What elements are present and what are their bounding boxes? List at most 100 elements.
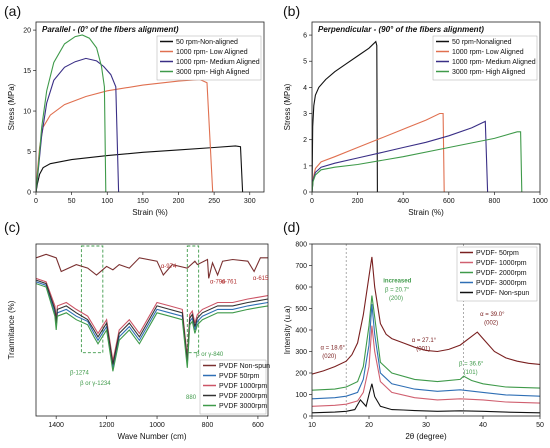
x-axis-label: Strain (%): [408, 208, 444, 217]
y-tick-label: 2: [303, 137, 307, 144]
x-tick-label: 0: [310, 198, 314, 205]
series-line-1: [36, 253, 268, 279]
legend-entry-2: PVDF- 1000rpm: [476, 260, 527, 267]
series-line-3: [312, 295, 540, 391]
legend-entry-3: 1000 rpm- Medium Aligned: [176, 59, 260, 66]
panel-c: (c) 1400 1200 1000 800 600 Wave Number (cm) Tra…: [4, 219, 270, 441]
x-tick-label: 10: [308, 422, 316, 429]
series-line-3: [312, 120, 489, 192]
annotation-4: α-615: [253, 276, 269, 282]
series-line-3: [36, 57, 120, 192]
y-tick-label: 5: [303, 59, 307, 66]
x-tick-label: 250: [208, 198, 220, 205]
series-line-4: [312, 304, 540, 400]
legend-box: [156, 35, 262, 81]
plot-frame: [35, 21, 265, 193]
annotation-1: α = 18.6°: [321, 345, 346, 351]
panel-d: (d)10 20 30 40 5001002003004005006007008002θ…: [283, 219, 544, 441]
series-line-4: [36, 279, 268, 365]
x-axis-label: Strain (%): [132, 208, 168, 217]
x-tick-label: 20: [365, 422, 373, 429]
y-tick-label: 15: [23, 68, 31, 75]
x-tick-label: 1200: [99, 422, 115, 429]
annotation-1: α-974: [161, 264, 177, 270]
chart-title: Perpendicular - (90° of the fibers align…: [318, 25, 484, 34]
legend-entry-1: PVDF- 50rpm: [476, 250, 519, 257]
x-tick-label: 200: [173, 198, 185, 205]
x-tick-label: 600: [443, 198, 455, 205]
x-tick-label: 1000: [149, 422, 165, 429]
plot-frame: [311, 21, 541, 193]
x-tick-label: 300: [244, 198, 256, 205]
series-line-1: [36, 145, 244, 192]
legend-box: [432, 35, 538, 81]
annotation-2: (020): [322, 354, 336, 360]
legend-entry-2: 1000 rpm- Low Aligned: [452, 49, 524, 56]
legend-entry-2: 1000 rpm- Low Aligned: [176, 49, 248, 56]
legend-entry-5: PVDF 3000rpm: [219, 403, 267, 410]
x-tick-label: 50: [536, 422, 544, 429]
y-tick-label: 700: [295, 263, 307, 270]
y-tick-label: 3: [303, 111, 307, 118]
annotation-3: α-761: [221, 280, 237, 286]
legend-entry-4: 3000 rpm- High Aligned: [176, 69, 249, 76]
x-tick-label: 30: [422, 422, 430, 429]
y-tick-label: 0: [27, 190, 31, 197]
y-tick-label: 600: [295, 285, 307, 292]
annotation-5: β-1274: [70, 371, 89, 377]
legend-entry-1: 50 rpm-Non-aligned: [176, 39, 238, 46]
legend-entry-3: PVDF- 2000rpm: [476, 270, 527, 277]
annotation-8: α = 39.0°: [480, 312, 505, 318]
series-line-2: [36, 78, 214, 192]
series-line-2: [36, 281, 268, 368]
panel-letter: (a): [4, 3, 21, 19]
series-line-5: [312, 383, 540, 414]
legend-entry-3: PVDF 1000rpm: [219, 383, 267, 390]
y-tick-label: 800: [295, 242, 307, 249]
legend-entry-4: 3000 rpm- High Aligned: [452, 69, 525, 76]
series-line-2: [312, 112, 445, 192]
y-axis-label: Stress (MPa): [283, 83, 292, 130]
x-tick-label: 100: [101, 198, 113, 205]
y-axis-label: Stress (MPa): [7, 83, 16, 130]
y-tick-label: 0: [303, 414, 307, 421]
panel-letter: (c): [4, 219, 20, 235]
annotation-7: (001): [416, 346, 430, 352]
panel-letter: (d): [283, 219, 300, 235]
legend-entry-5: PVDF- Non-spun: [476, 290, 529, 297]
plot-frame: [35, 243, 269, 417]
x-tick-label: 800: [489, 198, 501, 205]
x-tick-label: 150: [137, 198, 149, 205]
y-axis-label: Intensity (u.a): [283, 305, 292, 354]
x-tick-label: 1400: [48, 422, 64, 429]
x-tick-label: 0: [34, 198, 38, 205]
x-tick-label: 50: [68, 198, 76, 205]
y-tick-label: 20: [23, 28, 31, 35]
series-line-5: [36, 283, 268, 372]
x-tick-label: 800: [202, 422, 214, 429]
panel-b: (b) 0 200 400 600 800 1000 0 1 2 3 4 5 6 Strain (%) Str…: [283, 3, 548, 217]
y-tick-label: 300: [295, 349, 307, 356]
x-tick-label: 600: [252, 422, 264, 429]
legend-entry-4: PVDF 2000rpm: [219, 393, 267, 400]
annotation-7: β or γ-840: [196, 352, 224, 358]
y-tick-label: 1: [303, 163, 307, 170]
annotation-4: β = 20.7°: [385, 287, 410, 293]
y-tick-label: 6: [303, 33, 307, 40]
annotation-5: (200): [389, 296, 403, 302]
annotation-6: α = 27.1°: [412, 338, 437, 344]
dashed-highlight-box: [80, 245, 104, 354]
legend-entry-1: 50 rpm-Nonaligned: [452, 39, 512, 46]
x-axis-label: 2θ (degree): [405, 432, 447, 441]
panel-letter: (b): [283, 3, 300, 19]
annotation-9: (002): [484, 321, 498, 327]
chart-title: Parallel - (0° of the fibers alignment): [42, 25, 179, 34]
legend-entry-2: PVDF 50rpm: [219, 373, 260, 380]
y-tick-label: 0: [303, 190, 307, 197]
x-tick-label: 40: [479, 422, 487, 429]
y-tick-label: 200: [295, 371, 307, 378]
x-axis-label: Wave Number (cm): [117, 432, 186, 441]
y-tick-label: 10: [23, 109, 31, 116]
y-tick-label: 5: [27, 149, 31, 156]
legend-entry-3: 1000 rpm- Medium Aligned: [452, 59, 536, 66]
